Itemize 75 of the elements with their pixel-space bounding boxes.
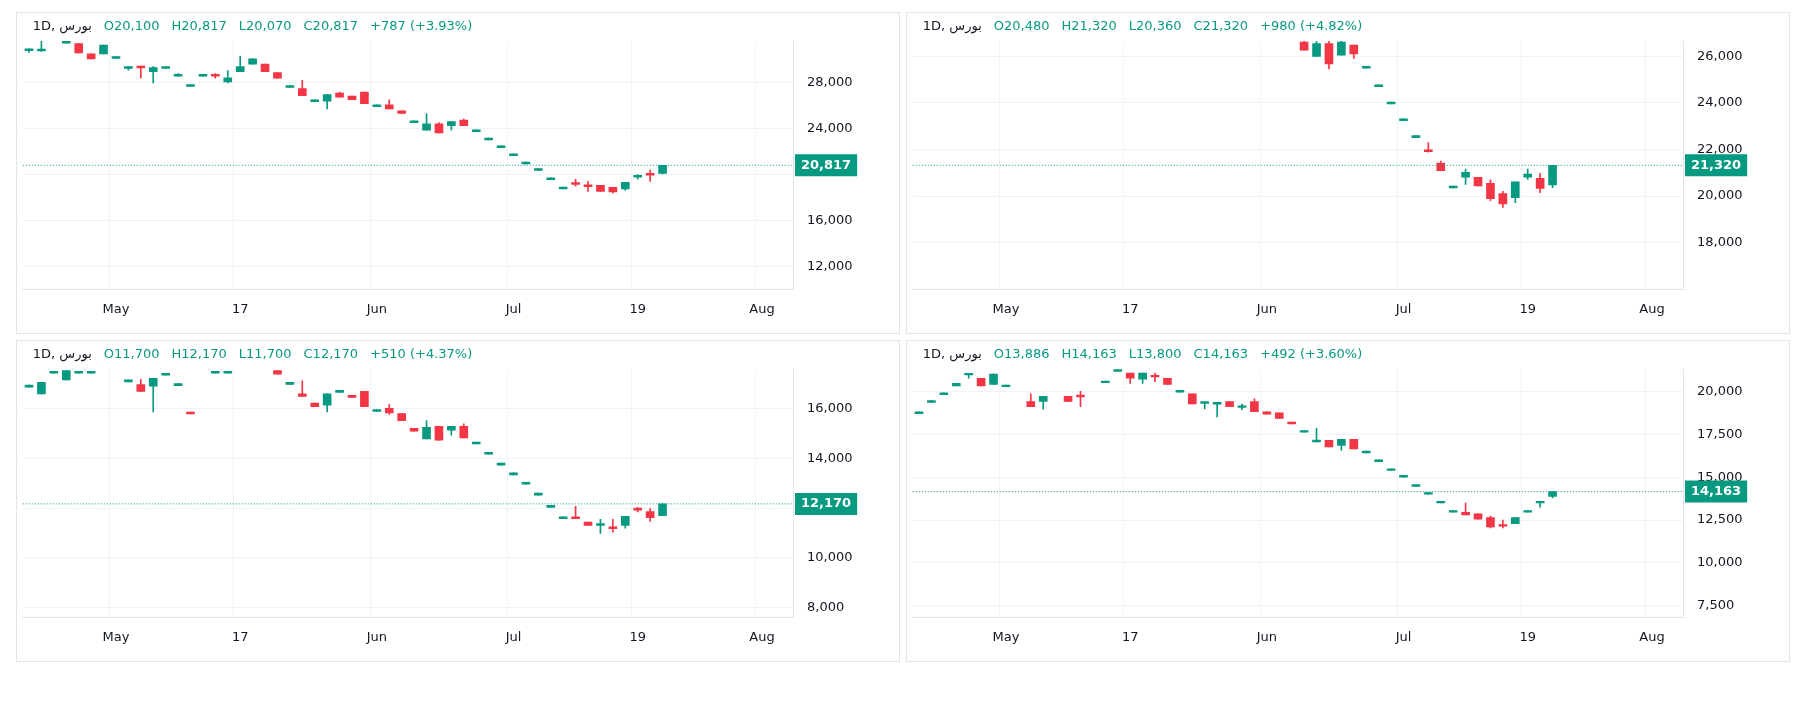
x-tick-label: May (102, 300, 130, 316)
y-tick-label: 7,500 (1697, 596, 1735, 612)
text: H21,320 (1061, 18, 1117, 34)
text: O20,480 (993, 18, 1050, 34)
candlestick (608, 518, 618, 533)
y-tick-label: 18,000 (1697, 234, 1743, 250)
y-tick-label: 12,500 (1697, 511, 1743, 527)
chart-title: 1D, بورس (922, 18, 982, 35)
x-tick-label: 19 (1519, 628, 1536, 644)
text: O13,886 (993, 346, 1050, 362)
x-tick-label: 17 (1121, 300, 1139, 316)
text: C20,817 (303, 18, 359, 34)
text: L13,800 (1128, 346, 1182, 362)
y-tick-label: 22,000 (1697, 140, 1743, 156)
chart-title: 1D, بورس (32, 18, 92, 35)
x-tick-label: May (992, 628, 1020, 644)
x-tick-label: Aug (749, 300, 775, 316)
x-tick-label: May (992, 300, 1020, 316)
text: +492 (+3.60%) (1260, 346, 1363, 362)
y-tick-label: 16,000 (807, 400, 853, 416)
text: H14,163 (1061, 346, 1117, 362)
y-tick-label: 17,500 (1697, 425, 1743, 441)
x-tick-label: Jun (365, 300, 387, 316)
text: +787 (+3.93%) (370, 18, 473, 34)
ref-line-label: 20,817 (801, 156, 852, 172)
text: L20,070 (238, 18, 292, 34)
x-tick-label: Jul (504, 300, 522, 316)
x-tick-label: Jun (365, 628, 387, 644)
ref-line-label: 14,163 (1691, 482, 1742, 498)
x-tick-label: 17 (231, 300, 249, 316)
x-tick-label: Aug (1639, 300, 1665, 316)
chart-title: 1D, بورس (32, 346, 92, 363)
x-tick-label: 19 (1519, 300, 1536, 316)
chart-title: 1D, بورس (922, 346, 982, 363)
y-tick-label: 15,000 (1697, 468, 1743, 484)
y-tick-label: 10,000 (807, 549, 853, 565)
ref-line-label: 12,170 (801, 495, 852, 511)
text: O11,700 (103, 346, 160, 362)
y-tick-label: 12,000 (807, 257, 853, 273)
y-tick-label: 14,000 (807, 449, 853, 465)
y-tick-label: 8,000 (807, 598, 845, 614)
x-tick-label: 17 (1121, 628, 1139, 644)
x-tick-label: 19 (629, 300, 646, 316)
y-tick-label: 16,000 (807, 211, 853, 227)
candlestick (1212, 401, 1222, 418)
text: L20,360 (1128, 18, 1182, 34)
x-tick-label: Aug (749, 628, 775, 644)
text: H12,170 (171, 346, 227, 362)
x-tick-label: Jul (504, 628, 522, 644)
text: O20,100 (103, 18, 160, 34)
x-tick-label: Jun (1255, 300, 1277, 316)
candlestick (297, 380, 307, 397)
y-tick-label: 20,000 (1697, 187, 1743, 203)
y-tick-label: 28,000 (807, 74, 853, 90)
text: L11,700 (238, 346, 292, 362)
x-tick-label: Aug (1639, 628, 1665, 644)
y-tick-label: 10,000 (1697, 554, 1743, 570)
x-tick-label: 17 (231, 628, 249, 644)
y-tick-label: 20,000 (1697, 383, 1743, 399)
y-tick-label: 24,000 (807, 120, 853, 136)
y-tick-label: 26,000 (1697, 47, 1743, 63)
ref-line-label: 21,320 (1691, 156, 1742, 172)
text: C14,163 (1193, 346, 1249, 362)
x-tick-label: 19 (629, 628, 646, 644)
x-tick-label: Jun (1255, 628, 1277, 644)
text: H20,817 (171, 18, 227, 34)
y-tick-label: 24,000 (1697, 94, 1743, 110)
text: +980 (+4.82%) (1260, 18, 1363, 34)
text: C12,170 (303, 346, 359, 362)
x-tick-label: Jul (1394, 300, 1412, 316)
x-tick-label: May (102, 628, 130, 644)
x-tick-label: Jul (1394, 628, 1412, 644)
text: +510 (+4.37%) (370, 346, 473, 362)
text: C21,320 (1193, 18, 1249, 34)
candlestick (148, 378, 158, 413)
